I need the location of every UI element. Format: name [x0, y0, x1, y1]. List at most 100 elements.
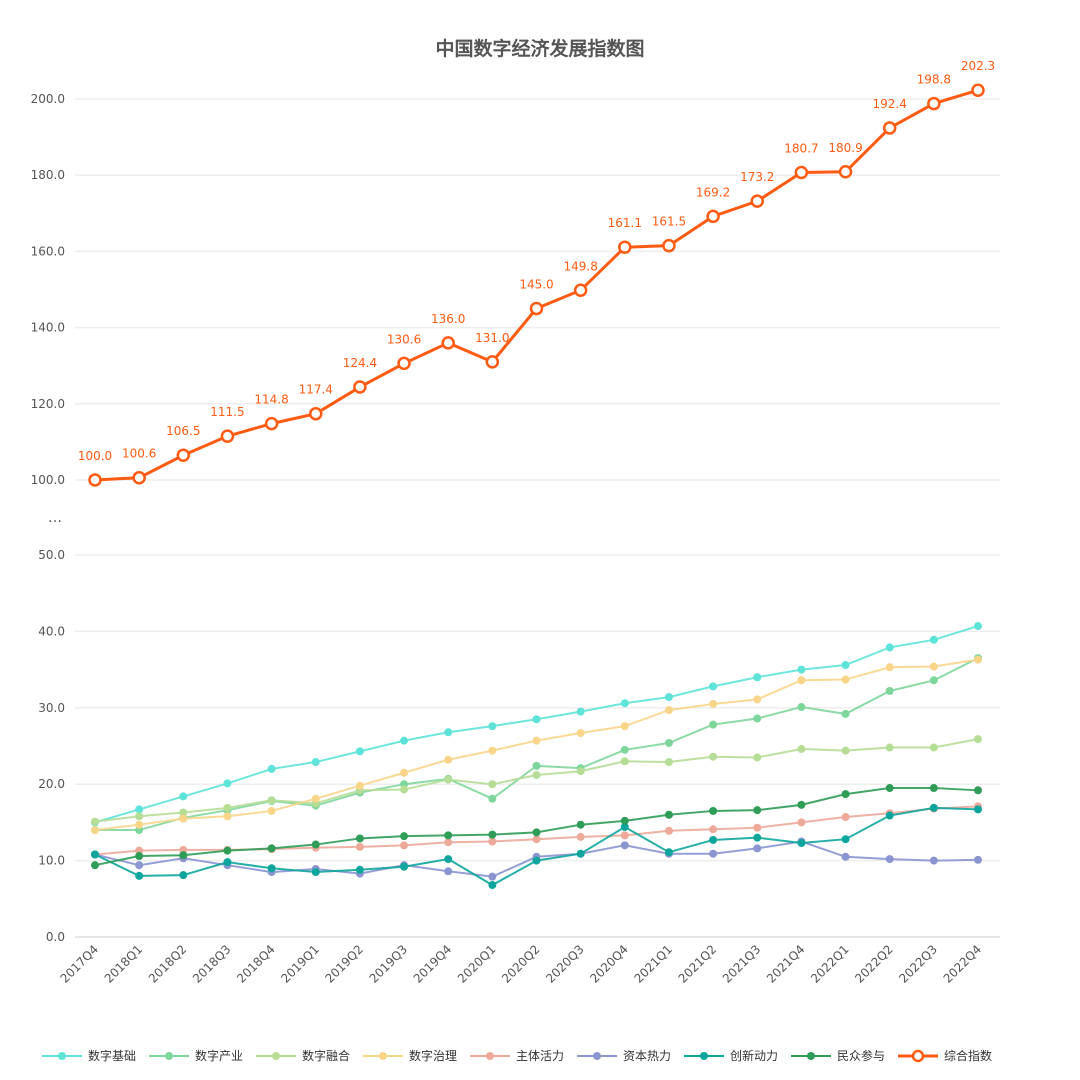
data-point — [620, 699, 629, 708]
data-point — [311, 840, 320, 849]
data-point — [576, 832, 585, 841]
data-point — [444, 867, 453, 876]
data-point — [576, 820, 585, 829]
data-point — [264, 416, 279, 431]
y-tick-label: 40.0 — [38, 624, 65, 638]
y-tick-label: 120.0 — [31, 397, 65, 411]
data-point — [353, 380, 367, 394]
x-tick-label: 2020Q3 — [543, 942, 587, 986]
data-point — [753, 753, 762, 762]
y-tick-label: 100.0 — [31, 473, 65, 487]
legend-marker — [379, 1052, 387, 1060]
legend-label: 主体活力 — [516, 1049, 564, 1063]
data-point — [400, 862, 409, 871]
data-point — [885, 784, 894, 793]
data-point — [576, 729, 585, 738]
data-point — [662, 238, 676, 253]
data-point — [88, 473, 102, 487]
y-tick-label: 200.0 — [31, 92, 65, 106]
data-point — [841, 709, 850, 718]
data-point — [135, 805, 144, 814]
data-point — [267, 806, 276, 815]
x-tick-label: 2022Q1 — [808, 942, 852, 986]
data-point — [974, 622, 982, 631]
data-point — [223, 858, 232, 867]
data-point — [664, 758, 673, 767]
legend-marker — [58, 1052, 66, 1060]
legend-label: 资本热力 — [623, 1049, 671, 1063]
data-point — [971, 83, 985, 97]
data-point — [179, 814, 188, 823]
data-point — [709, 682, 718, 691]
data-point — [444, 855, 453, 864]
y-tick-label: 10.0 — [38, 854, 65, 868]
data-point — [532, 761, 541, 770]
data-point — [664, 706, 673, 715]
legend-marker — [486, 1052, 494, 1060]
data-point — [576, 849, 585, 858]
data-point — [620, 816, 629, 825]
data-point — [797, 800, 806, 809]
data-point — [841, 835, 850, 844]
data-point — [709, 720, 718, 729]
data-point — [753, 806, 762, 815]
data-point — [664, 826, 673, 835]
data-point — [311, 758, 320, 767]
data-point — [664, 738, 673, 747]
data-point — [311, 868, 320, 877]
data-point — [573, 283, 588, 298]
data-point — [444, 755, 453, 764]
data-label: 169.2 — [696, 185, 730, 199]
data-point — [709, 806, 718, 815]
data-point — [974, 786, 982, 795]
chart-title: 中国数字经济发展指数图 — [435, 38, 645, 60]
y-tick-label: 140.0 — [31, 321, 65, 335]
x-tick-label: 2022Q3 — [896, 942, 940, 986]
data-point — [929, 743, 938, 752]
data-point — [709, 835, 718, 844]
data-point — [620, 722, 629, 731]
data-label: 114.8 — [254, 393, 288, 407]
data-point — [485, 355, 500, 369]
data-point — [309, 406, 323, 421]
data-point — [532, 856, 541, 865]
data-point — [885, 643, 894, 652]
x-tick-label: 2021Q4 — [764, 942, 808, 986]
x-tick-label: 2018Q4 — [234, 942, 278, 986]
data-point — [488, 837, 497, 846]
data-point — [223, 779, 232, 788]
data-point — [223, 846, 232, 855]
data-point — [532, 835, 541, 844]
data-point — [355, 781, 364, 790]
y-tick-label: 180.0 — [31, 168, 65, 182]
data-point — [974, 735, 982, 744]
data-point — [797, 745, 806, 754]
data-point — [709, 752, 718, 761]
data-label: 192.4 — [873, 97, 907, 111]
data-label: 161.5 — [652, 215, 686, 229]
data-point — [444, 728, 453, 737]
data-point — [311, 794, 320, 803]
data-point — [488, 794, 497, 803]
data-point — [885, 686, 894, 695]
data-point — [176, 448, 191, 462]
data-point — [797, 665, 806, 674]
data-point — [135, 820, 144, 829]
data-point — [488, 830, 497, 839]
data-label: 202.3 — [961, 59, 995, 73]
data-point — [929, 803, 938, 812]
data-point — [91, 826, 99, 835]
data-point — [400, 841, 409, 850]
data-label: 111.5 — [210, 405, 244, 419]
data-label: 136.0 — [431, 312, 465, 326]
data-point — [753, 833, 762, 842]
legend-label: 数字产业 — [195, 1048, 243, 1063]
data-point — [220, 429, 235, 443]
x-tick-label: 2019Q2 — [322, 942, 366, 986]
data-point — [132, 470, 146, 485]
axis-break-marker: … — [48, 510, 62, 526]
legend-label: 民众参与 — [837, 1048, 885, 1063]
data-point — [797, 676, 806, 685]
